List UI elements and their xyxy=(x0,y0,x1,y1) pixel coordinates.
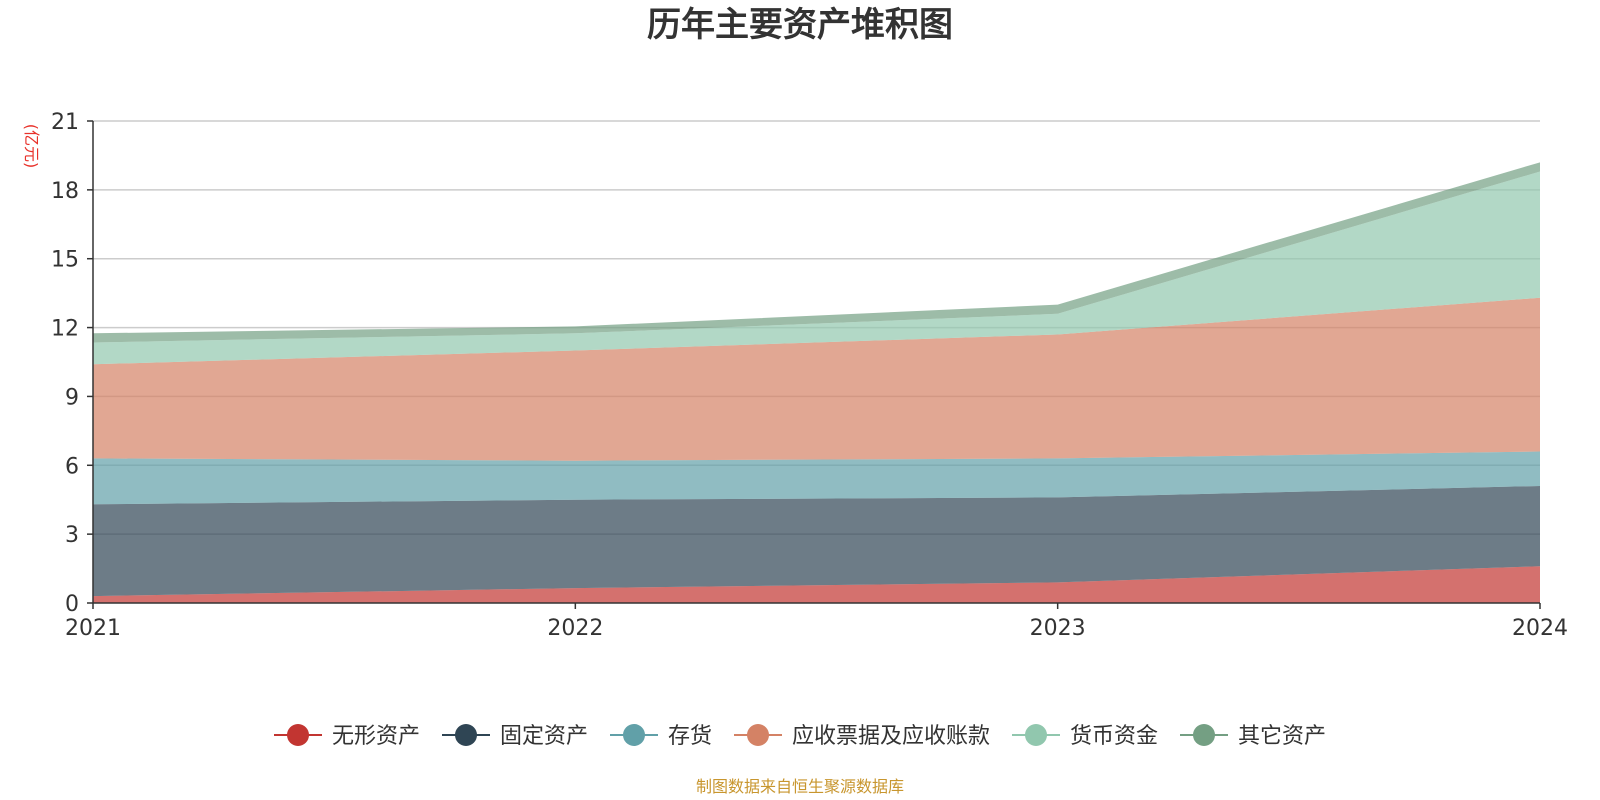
area-3 xyxy=(93,451,1540,505)
legend-label: 货币资金 xyxy=(1070,724,1158,749)
area-2 xyxy=(93,485,1540,597)
data-source-note: 制图数据来自恒生聚源数据库 xyxy=(696,777,904,796)
legend-label: 应收票据及应收账款 xyxy=(792,724,990,749)
legend-item-5[interactable]: 货币资金 xyxy=(1012,724,1158,749)
legend-item-6[interactable]: 其它资产 xyxy=(1180,724,1326,749)
legend-marker xyxy=(1193,724,1215,746)
y-tick-label: 0 xyxy=(65,592,79,617)
y-tick-label: 6 xyxy=(65,454,79,479)
legend-marker xyxy=(623,724,645,746)
legend-label: 其它资产 xyxy=(1238,724,1326,749)
legend-marker xyxy=(287,724,309,746)
legend-item-3[interactable]: 存货 xyxy=(610,724,712,749)
y-tick-label: 3 xyxy=(65,523,79,548)
chart-title: 历年主要资产堆积图 xyxy=(647,5,953,45)
legend-item-2[interactable]: 固定资产 xyxy=(442,724,588,749)
legend-item-4[interactable]: 应收票据及应收账款 xyxy=(734,724,990,749)
legend-label: 无形资产 xyxy=(332,724,420,749)
axes: 0 3 6 9 12 18 15 21 2021 2022 2023 2024 xyxy=(51,110,1568,641)
area-5 xyxy=(93,171,1540,365)
legend-marker xyxy=(747,724,769,746)
legend-item-1[interactable]: 无形资产 xyxy=(274,724,420,749)
y-tick-label: 9 xyxy=(65,385,79,410)
legend-label: 存货 xyxy=(668,724,712,749)
x-tick-label: 2021 xyxy=(65,616,121,641)
area-4 xyxy=(93,297,1540,461)
legend-label: 固定资产 xyxy=(500,724,588,749)
legend-marker xyxy=(455,724,477,746)
legend[interactable]: 无形资产 固定资产 存货 应收票据及应收账款 货币资金 其它资产 xyxy=(274,724,1326,749)
x-tick-label: 2022 xyxy=(547,616,603,641)
area-6 xyxy=(93,162,1540,343)
area-series xyxy=(93,162,1540,603)
x-tick-label: 2024 xyxy=(1512,616,1568,641)
x-tick-label: 2023 xyxy=(1030,616,1086,641)
y-axis-unit: (亿元) xyxy=(22,124,41,169)
area-1 xyxy=(93,566,1540,603)
y-tick-label: 15 xyxy=(51,248,79,273)
y-tick-label: 12 xyxy=(51,317,79,342)
y-tick-label: 18 xyxy=(51,179,79,204)
legend-marker xyxy=(1025,724,1047,746)
y-tick-label: 21 xyxy=(51,110,79,135)
